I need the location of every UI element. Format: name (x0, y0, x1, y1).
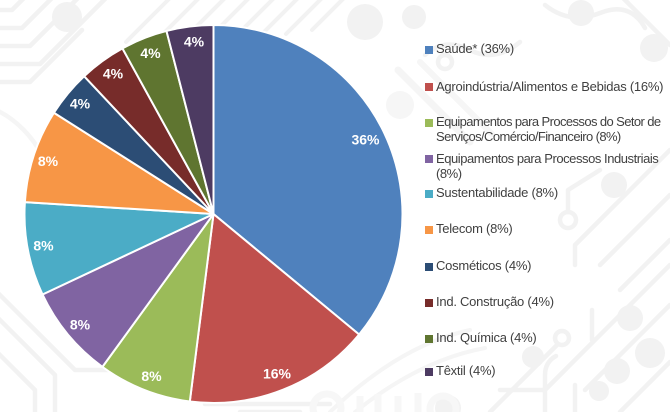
svg-text:8%: 8% (141, 368, 162, 384)
svg-text:4%: 4% (184, 33, 205, 49)
svg-text:4%: 4% (103, 65, 124, 81)
svg-text:4%: 4% (70, 95, 91, 111)
svg-text:8%: 8% (70, 316, 91, 332)
svg-text:8%: 8% (38, 153, 59, 169)
svg-text:36%: 36% (351, 131, 380, 147)
svg-text:8%: 8% (33, 237, 54, 253)
svg-text:4%: 4% (140, 45, 161, 61)
svg-text:16%: 16% (263, 365, 292, 381)
